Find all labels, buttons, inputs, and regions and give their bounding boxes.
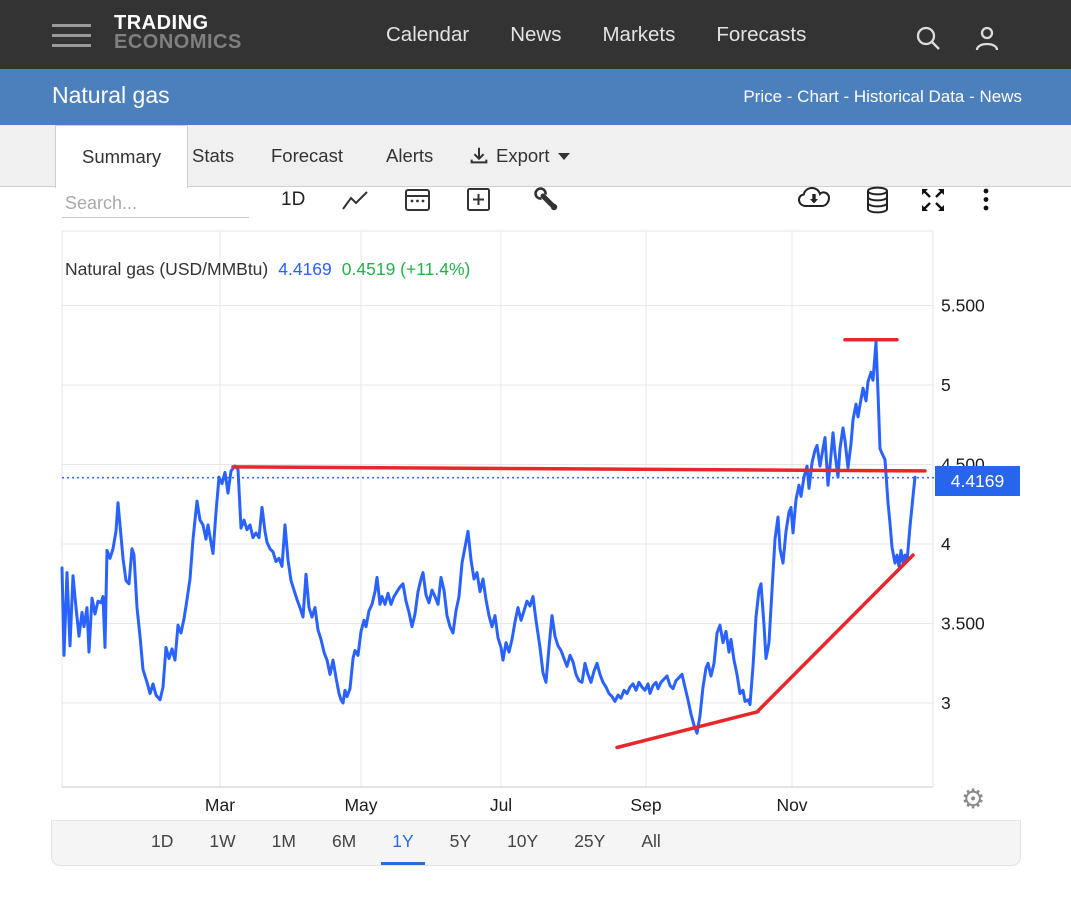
line-chart-type-icon[interactable]: [341, 189, 369, 218]
cloud-download-icon[interactable]: [797, 184, 831, 217]
user-account-icon[interactable]: [972, 23, 1002, 58]
annotation-uptrend-line-1: [615, 709, 760, 750]
tab-export[interactable]: Export: [464, 125, 574, 187]
x-axis-tick-label: Sep: [630, 795, 661, 815]
hamburger-menu-icon[interactable]: [52, 24, 91, 48]
plot-border: [61, 230, 934, 788]
y-axis-tick-label: 4: [941, 534, 951, 554]
nav-link-calendar[interactable]: Calendar: [386, 22, 470, 46]
main-nav: Calendar News Markets Forecasts: [386, 0, 806, 69]
y-axis-tick-label: 3: [941, 693, 951, 713]
download-icon: [470, 147, 488, 164]
instrument-title-bar: Natural gas Price - Chart - Historical D…: [0, 69, 1071, 125]
x-axis-tick-label: Nov: [776, 795, 807, 815]
nav-link-markets[interactable]: Markets: [602, 22, 676, 46]
range-selector-bar: 1D 1W 1M 6M 1Y 5Y 10Y 25Y All: [51, 820, 1021, 866]
tab-stats[interactable]: Stats: [192, 145, 235, 166]
tab-alerts[interactable]: Alerts: [386, 145, 434, 166]
x-axis-tick-label: Mar: [205, 795, 235, 815]
x-axis-tick-label: May: [344, 795, 377, 815]
tools-wrench-icon[interactable]: [533, 186, 560, 218]
caret-down-icon: [558, 152, 571, 160]
range-button-10y[interactable]: 10Y: [507, 831, 539, 851]
add-indicator-icon[interactable]: [465, 186, 492, 218]
range-button-1d[interactable]: 1D: [151, 831, 174, 851]
range-button-5y[interactable]: 5Y: [449, 831, 472, 851]
y-axis-tick-label: 5: [941, 375, 951, 395]
legend-change: 0.4519 (+11.4%): [341, 259, 471, 279]
tab-strip: Summary Stats Forecast Alerts Export: [0, 125, 1071, 188]
logo-line-2: ECONOMICS: [114, 31, 242, 53]
search-icon[interactable]: [913, 23, 943, 58]
database-icon[interactable]: [864, 186, 891, 219]
search-input[interactable]: [62, 190, 249, 218]
top-navigation-bar: TRADING ECONOMICS Calendar News Markets For…: [0, 0, 1071, 69]
tab-summary[interactable]: Summary: [55, 125, 189, 188]
tab-forecast[interactable]: Forecast: [271, 145, 343, 166]
x-axis-tick-label: Jul: [490, 795, 512, 815]
calendar-icon[interactable]: [404, 186, 431, 218]
legend-series-name: Natural gas (USD/MMBtu): [65, 259, 269, 279]
y-axis-tick-label: 5.500: [941, 296, 985, 316]
range-button-1y[interactable]: 1Y: [381, 821, 425, 865]
y-axis-tick-label: 3.500: [941, 614, 985, 634]
trading-economics-logo[interactable]: TRADING ECONOMICS: [114, 12, 242, 53]
annotation-uptrend-line-2: [756, 553, 915, 713]
more-options-kebab-icon[interactable]: [976, 186, 996, 219]
current-price-badge: 4.4169: [935, 466, 1020, 496]
export-label: Export: [496, 145, 550, 166]
range-button-1w[interactable]: 1W: [209, 831, 236, 851]
chart-settings-gear-icon[interactable]: ⚙: [961, 784, 986, 814]
legend-last-price: 4.4169: [278, 259, 332, 279]
annotation-resistance-line: [231, 465, 927, 473]
price-line-series: [60, 340, 917, 735]
fullscreen-icon[interactable]: [919, 186, 947, 219]
chart-legend: Natural gas (USD/MMBtu) 4.4169 0.4519 (+…: [65, 259, 470, 280]
interval-button[interactable]: 1D: [281, 189, 306, 210]
range-button-25y[interactable]: 25Y: [574, 831, 606, 851]
breadcrumb[interactable]: Price - Chart - Historical Data - News: [743, 87, 1022, 106]
range-button-6m[interactable]: 6M: [331, 831, 357, 851]
nav-link-forecasts[interactable]: Forecasts: [716, 22, 807, 46]
nav-link-news[interactable]: News: [510, 22, 562, 46]
page-title: Natural gas: [52, 82, 170, 108]
range-button-1m[interactable]: 1M: [271, 831, 296, 851]
logo-line-1: TRADING: [114, 12, 209, 34]
range-button-all[interactable]: All: [641, 831, 661, 851]
